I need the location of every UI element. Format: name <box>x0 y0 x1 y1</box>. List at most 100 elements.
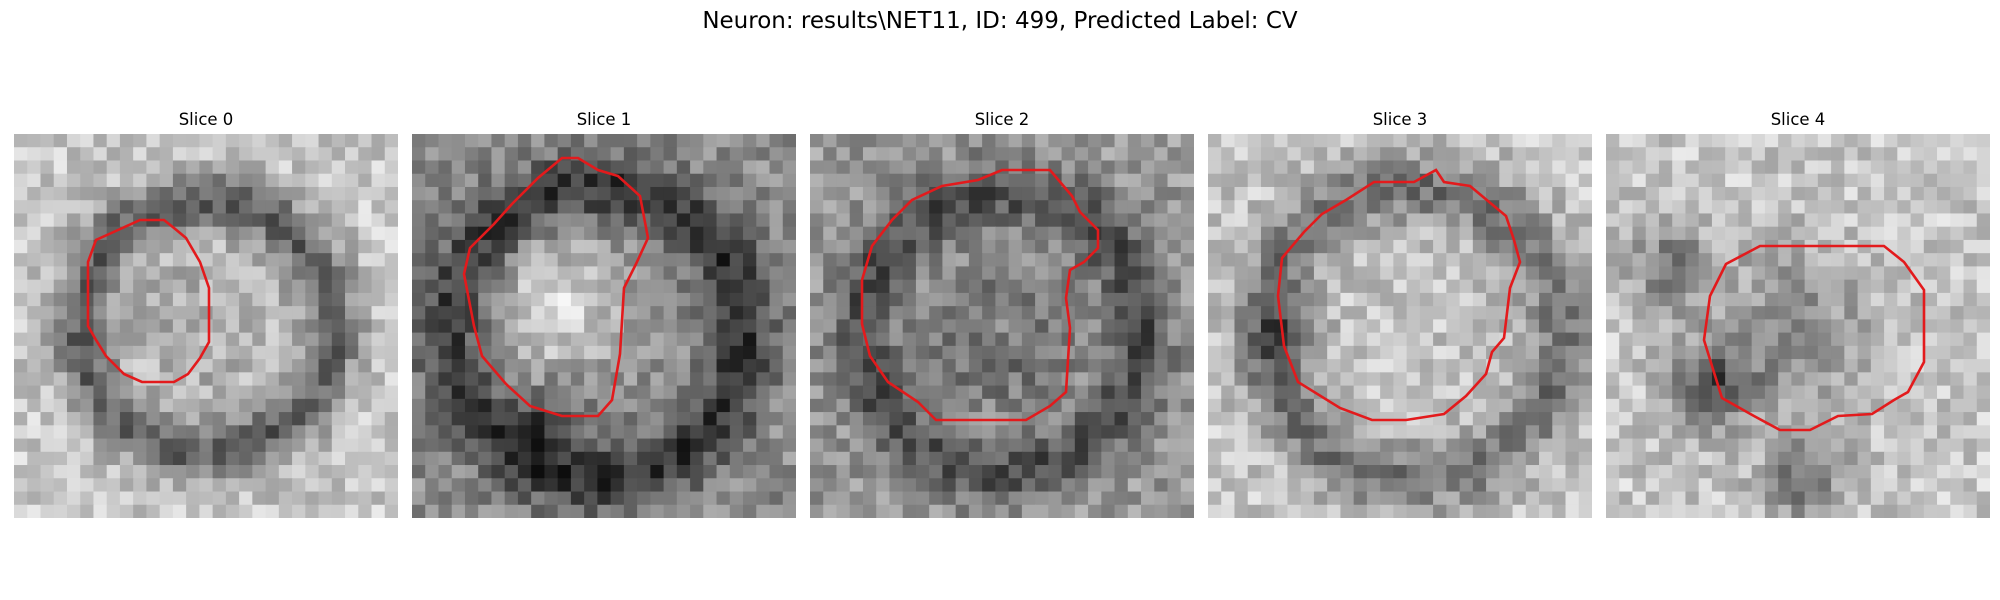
pixel-cell <box>1380 425 1394 439</box>
pixel-cell <box>1022 306 1036 320</box>
pixel-cell <box>120 187 134 201</box>
pixel-cell <box>1513 412 1527 426</box>
pixel-cell <box>982 134 996 148</box>
pixel-cell <box>1486 227 1500 241</box>
pixel-cell <box>292 505 306 518</box>
pixel-cell <box>1897 465 1911 479</box>
pixel-cell <box>730 399 744 413</box>
pixel-cell <box>452 253 466 267</box>
pixel-cell <box>438 160 452 174</box>
pixel-cell <box>637 399 651 413</box>
pixel-cell <box>305 134 319 148</box>
pixel-cell <box>1566 505 1580 518</box>
pixel-cell <box>1818 293 1832 307</box>
pixel-cell <box>425 465 439 479</box>
pixel-cell <box>756 478 770 492</box>
pixel-cell <box>146 346 160 360</box>
pixel-cell <box>1818 465 1832 479</box>
pixel-cell <box>916 306 930 320</box>
pixel-cell <box>27 187 41 201</box>
pixel-cell <box>810 266 824 280</box>
pixel-cell <box>690 333 704 347</box>
pixel-cell <box>1393 266 1407 280</box>
pixel-cell <box>1115 187 1129 201</box>
pixel-cell <box>1208 227 1222 241</box>
pixel-cell <box>239 399 253 413</box>
pixel-cell <box>1964 412 1978 426</box>
pixel-cell <box>1725 213 1739 227</box>
pixel-cell <box>358 200 372 214</box>
pixel-cell <box>810 160 824 174</box>
pixel-cell <box>956 439 970 453</box>
pixel-cell <box>1314 319 1328 333</box>
pixel-cell <box>1646 465 1660 479</box>
pixel-cell <box>438 200 452 214</box>
pixel-cell <box>1712 253 1726 267</box>
pixel-cell <box>1950 439 1964 453</box>
pixel-cell <box>995 386 1009 400</box>
pixel-cell <box>916 359 930 373</box>
pixel-cell <box>1606 174 1620 188</box>
pixel-cell <box>531 134 545 148</box>
pixel-cell <box>1327 174 1341 188</box>
pixel-cell <box>1367 200 1381 214</box>
pixel-cell <box>1115 266 1129 280</box>
pixel-cell <box>385 240 398 254</box>
pixel-cell <box>1221 465 1235 479</box>
pixel-cell <box>1805 412 1819 426</box>
pixel-cell <box>1380 240 1394 254</box>
pixel-cell <box>491 319 505 333</box>
pixel-cell <box>1911 425 1925 439</box>
pixel-cell <box>637 174 651 188</box>
pixel-cell <box>863 452 877 466</box>
pixel-cell <box>279 134 293 148</box>
pixel-cell <box>836 465 850 479</box>
pixel-cell <box>558 478 572 492</box>
pixel-cell <box>518 253 532 267</box>
pixel-cell <box>916 160 930 174</box>
pixel-cell <box>703 280 717 294</box>
pixel-cell <box>836 399 850 413</box>
pixel-cell <box>1725 227 1739 241</box>
pixel-cell <box>1619 386 1633 400</box>
pixel-cell <box>1367 253 1381 267</box>
pixel-cell <box>319 227 333 241</box>
pixel-cell <box>239 213 253 227</box>
pixel-cell <box>1354 333 1368 347</box>
pixel-cell <box>160 399 174 413</box>
pixel-cell <box>226 306 240 320</box>
pixel-cell <box>1274 465 1288 479</box>
pixel-cell <box>425 160 439 174</box>
pixel-cell <box>239 187 253 201</box>
pixel-cell <box>1221 333 1235 347</box>
pixel-cell <box>1393 399 1407 413</box>
pixel-cell <box>505 412 519 426</box>
pixel-cell <box>637 452 651 466</box>
pixel-cell <box>624 174 638 188</box>
pixel-cell <box>319 425 333 439</box>
pixel-cell <box>1128 399 1142 413</box>
pixel-cell <box>1884 319 1898 333</box>
pixel-cell <box>358 319 372 333</box>
pixel-cell <box>226 399 240 413</box>
pixel-cell <box>372 359 386 373</box>
pixel-cell <box>1208 425 1222 439</box>
pixel-cell <box>1752 147 1766 161</box>
pixel-cell <box>1314 333 1328 347</box>
pixel-cell <box>1831 253 1845 267</box>
pixel-cell <box>1141 213 1155 227</box>
pixel-cell <box>1248 492 1262 506</box>
pixel-cell <box>1446 319 1460 333</box>
pixel-cell <box>1738 359 1752 373</box>
pixel-cell <box>650 346 664 360</box>
pixel-cell <box>1646 213 1660 227</box>
pixel-cell <box>1380 439 1394 453</box>
pixel-cell <box>650 412 664 426</box>
pixel-cell <box>358 240 372 254</box>
pixel-cell <box>1566 319 1580 333</box>
pixel-cell <box>292 266 306 280</box>
pixel-cell <box>703 478 717 492</box>
pixel-cell <box>624 346 638 360</box>
pixel-cell <box>518 359 532 373</box>
pixel-cell <box>465 147 479 161</box>
